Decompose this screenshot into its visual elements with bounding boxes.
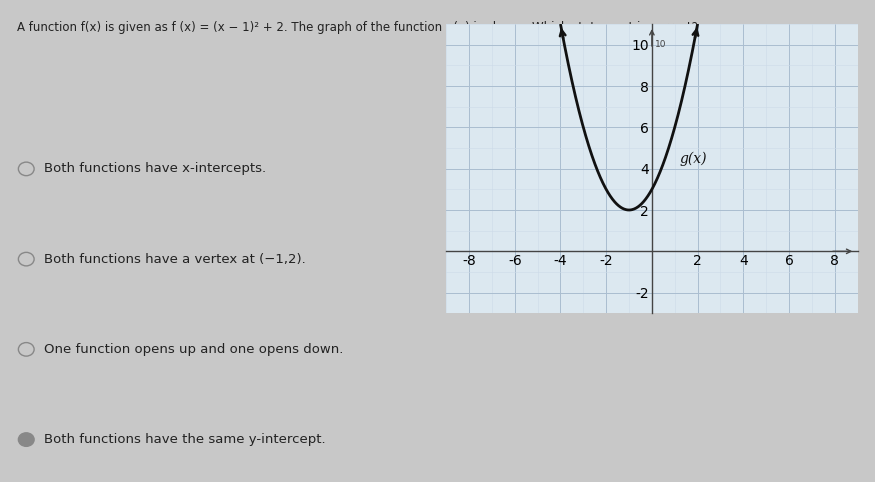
- Text: A function f(x) is given as f (x) = (x − 1)² + 2. The graph of the function g(x): A function f(x) is given as f (x) = (x −…: [18, 21, 698, 34]
- Circle shape: [18, 433, 34, 446]
- Text: Both functions have x-intercepts.: Both functions have x-intercepts.: [44, 162, 266, 175]
- Text: Both functions have the same y-intercept.: Both functions have the same y-intercept…: [44, 433, 326, 446]
- Text: g(x): g(x): [679, 151, 707, 165]
- Text: 10: 10: [655, 40, 667, 49]
- Text: One function opens up and one opens down.: One function opens up and one opens down…: [44, 343, 343, 356]
- Text: Both functions have a vertex at (−1,2).: Both functions have a vertex at (−1,2).: [44, 253, 305, 266]
